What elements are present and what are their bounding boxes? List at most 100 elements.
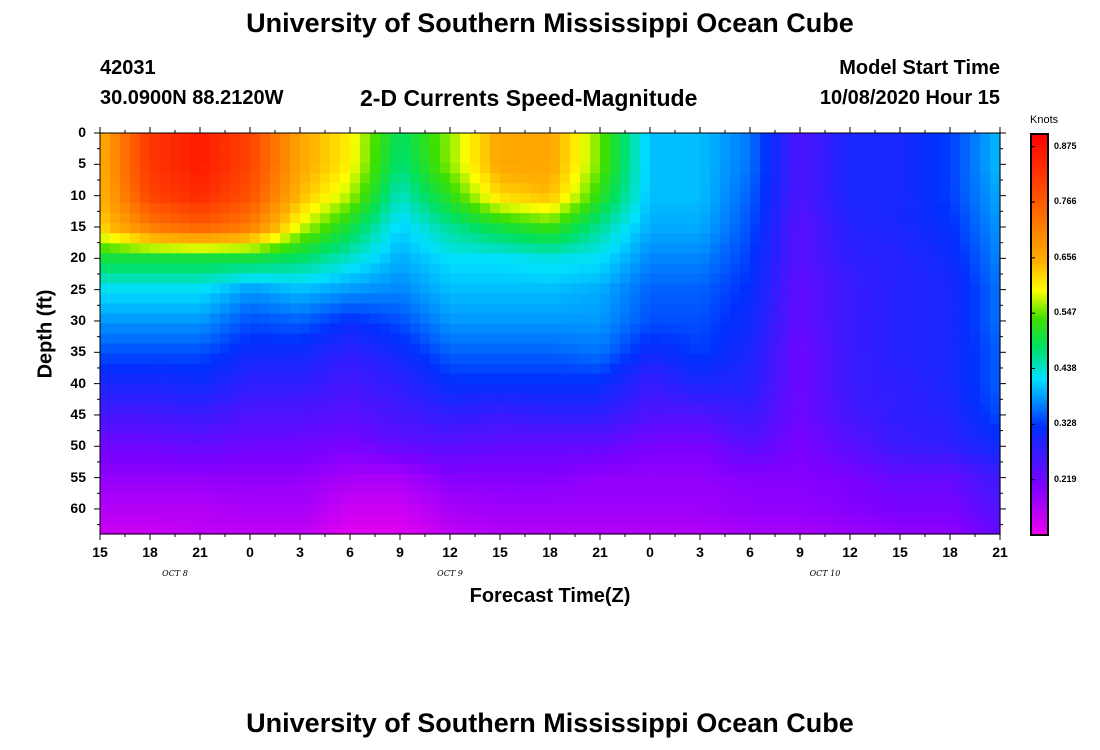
heatmap-cell <box>620 233 631 244</box>
heatmap-cell <box>270 183 281 194</box>
heatmap-cell <box>290 153 301 164</box>
heatmap-cell <box>540 133 551 144</box>
heatmap-cell <box>350 293 361 305</box>
heatmap-cell <box>860 363 871 375</box>
heatmap-cell <box>250 463 261 475</box>
heatmap-cell <box>340 353 351 365</box>
heatmap-cell <box>780 263 791 274</box>
heatmap-cell <box>880 163 891 174</box>
heatmap-cell <box>740 423 751 435</box>
heatmap-cell <box>850 523 861 535</box>
heatmap-cell <box>950 293 961 305</box>
heatmap-cell <box>630 363 641 375</box>
heatmap-cell <box>220 323 231 335</box>
heatmap-cell <box>460 203 471 214</box>
heatmap-cell <box>400 403 411 415</box>
heatmap-cell <box>830 263 841 274</box>
heatmap-cell <box>950 303 961 315</box>
heatmap-cell <box>680 193 691 204</box>
heatmap-cell <box>910 403 921 415</box>
heatmap-cell <box>650 243 661 254</box>
heatmap-cell <box>580 153 591 164</box>
heatmap-cell <box>700 233 711 244</box>
heatmap-cell <box>230 283 241 295</box>
heatmap-cell <box>150 163 161 174</box>
heatmap-cell <box>210 313 221 325</box>
heatmap-cell <box>730 523 741 535</box>
heatmap-cell <box>360 473 371 485</box>
heatmap-cell <box>640 473 651 485</box>
heatmap-cell <box>810 213 821 224</box>
heatmap-cell <box>360 153 371 164</box>
heatmap-cell <box>360 503 371 515</box>
heatmap-cell <box>910 453 921 465</box>
heatmap-cell <box>850 313 861 325</box>
heatmap-cell <box>700 453 711 465</box>
heatmap-cell <box>220 363 231 375</box>
heatmap-cell <box>910 233 921 244</box>
heatmap-cell <box>230 413 241 425</box>
heatmap-cell <box>450 303 461 315</box>
heatmap-cell <box>700 433 711 445</box>
heatmap-cell <box>540 453 551 465</box>
heatmap-cell <box>700 343 711 355</box>
heatmap-cell <box>590 203 601 214</box>
heatmap-cell <box>770 503 781 515</box>
heatmap-cell <box>180 163 191 174</box>
heatmap-cell <box>230 343 241 355</box>
heatmap-cell <box>360 253 371 264</box>
heatmap-cell <box>240 343 251 355</box>
heatmap-cell <box>670 253 681 264</box>
heatmap-cell <box>960 363 971 375</box>
heatmap-cell <box>270 473 281 485</box>
heatmap-cell <box>360 223 371 234</box>
heatmap-cell <box>320 203 331 214</box>
heatmap-cell <box>560 273 571 284</box>
heatmap-cell <box>440 173 451 184</box>
heatmap-cell <box>990 223 1001 234</box>
heatmap-cell <box>250 453 261 465</box>
heatmap-cell <box>540 503 551 515</box>
heatmap-cell <box>540 313 551 325</box>
heatmap-cell <box>730 343 741 355</box>
heatmap-cell <box>670 223 681 234</box>
heatmap-cell <box>710 383 721 395</box>
heatmap-cell <box>990 393 1001 405</box>
heatmap-cell <box>760 143 771 154</box>
heatmap-cell <box>590 333 601 345</box>
heatmap-cell <box>530 263 541 274</box>
heatmap-cell <box>330 213 341 224</box>
heatmap-cell <box>600 453 611 465</box>
heatmap-cell <box>210 143 221 154</box>
heatmap-cell <box>830 293 841 305</box>
heatmap-cell <box>980 493 991 505</box>
y-tick-label: 45 <box>70 405 86 422</box>
heatmap-cell <box>270 323 281 335</box>
heatmap-cell <box>370 493 381 505</box>
heatmap-cell <box>770 193 781 204</box>
heatmap-cell <box>720 293 731 305</box>
heatmap-cell <box>370 303 381 315</box>
heatmap-cell <box>340 473 351 485</box>
heatmap-cell <box>850 463 861 475</box>
heatmap-cell <box>490 303 501 315</box>
heatmap-cell <box>180 213 191 224</box>
heatmap-cell <box>800 213 811 224</box>
heatmap-cell <box>210 243 221 254</box>
heatmap-cell <box>390 323 401 335</box>
heatmap-cell <box>160 223 171 234</box>
heatmap-cell <box>750 203 761 214</box>
heatmap-cell <box>270 413 281 425</box>
heatmap-cell <box>270 223 281 234</box>
heatmap-cell <box>320 213 331 224</box>
heatmap-cell <box>240 173 251 184</box>
heatmap-cell <box>790 193 801 204</box>
heatmap-cell <box>470 143 481 154</box>
heatmap-cell <box>790 163 801 174</box>
heatmap-cell <box>860 323 871 335</box>
heatmap-cell <box>100 163 111 174</box>
heatmap-cell <box>890 393 901 405</box>
heatmap-cell <box>500 423 511 435</box>
heatmap-cell <box>620 213 631 224</box>
heatmap-cell <box>210 253 221 264</box>
